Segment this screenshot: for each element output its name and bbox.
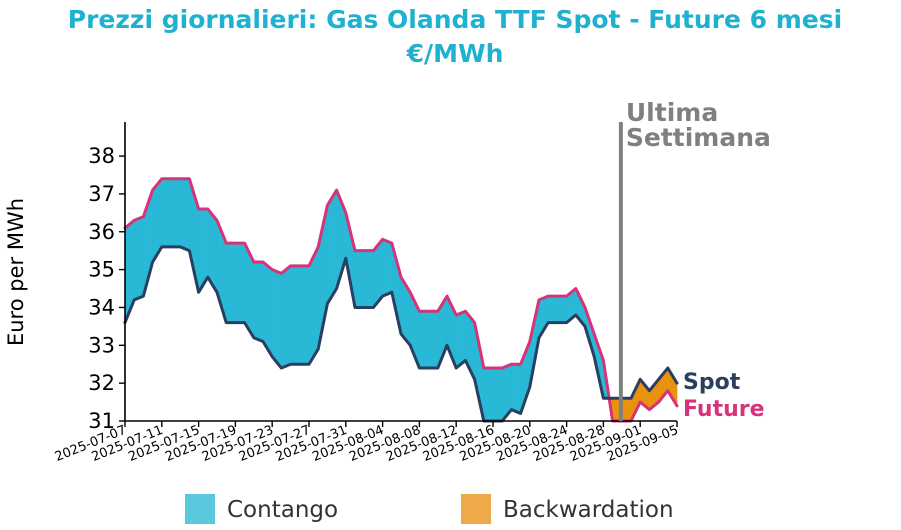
y-tick-label: 35 [88,258,115,282]
fill-segment [235,242,245,323]
fill-segment [225,242,236,323]
fill-segment [327,189,337,305]
y-tick-label: 33 [88,333,115,357]
series-lines [123,177,679,423]
fill-segment [179,178,190,252]
chart-title: Prezzi giornalieri: Gas Olanda TTF Spot … [68,5,842,34]
fill-segment [271,269,282,369]
fill-segment [547,295,558,323]
y-tick-label: 34 [88,295,115,319]
y-ticks: 31 32 33 34 35 36 37 38 [88,144,125,433]
legend-swatch-backwardation [461,494,491,524]
fill-segment [511,363,521,414]
fill-segment [290,265,301,365]
fill-segment [557,295,567,323]
y-tick-label: 32 [88,371,115,395]
x-ticks: 2025-07-072025-07-112025-07-152025-07-19… [53,421,680,465]
legend-label-contango: Contango [227,497,338,523]
y-tick-label: 36 [88,220,115,244]
axes [124,122,677,422]
legend-swatch-contango [185,494,215,524]
fill-segment [428,310,439,369]
fill-segment [483,367,494,422]
y-tick-label: 31 [88,409,115,433]
fill-segment [354,250,365,308]
legend: Contango Backwardation [185,494,674,524]
fill-areas [124,177,678,422]
fill-segment [492,367,503,422]
fill-segment [621,397,632,422]
fill-segment [419,310,429,369]
fill-segment [161,178,172,248]
fill-segment [455,310,466,369]
y-axis-label: Euro per MWh [4,198,28,346]
y-tick-label: 37 [88,182,115,206]
series-line-spot [123,245,679,423]
fill-segment [299,265,310,365]
fill-segment [133,216,144,301]
series-label-spot: Spot [683,370,741,395]
fill-segment [363,250,374,308]
series-line-future [123,177,679,423]
fill-segment [170,178,181,248]
last-week-label-line2: Settimana [626,123,771,152]
y-tick-label: 38 [88,144,115,168]
fill-segment [281,265,291,369]
fill-segment [382,238,393,297]
chart-subtitle: €/MWh [406,39,504,68]
legend-label-backwardation: Backwardation [503,497,674,523]
last-week-label-line1: Ultima [626,98,718,127]
fill-segment [253,261,264,342]
series-label-future: Future [683,397,765,422]
